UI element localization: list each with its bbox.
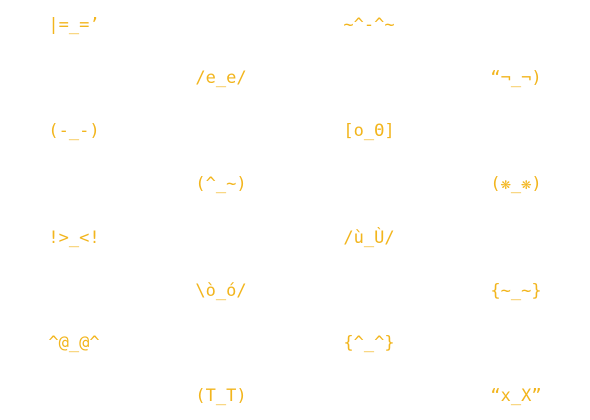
emoticon-face: (❋_❋) [490,174,542,194]
emoticon-face: {~_~} [490,281,542,301]
emoticon-face: |=_=’ [48,15,100,35]
emoticon-face: /ù_Ù/ [343,228,395,248]
emoticon-face: ~^-^~ [343,15,395,35]
emoticon-face: “x_X” [490,386,542,406]
emoticon-face: (^_~) [195,174,247,194]
emoticon-face: !>_<! [48,228,100,248]
emoticon-face: {^_^} [343,333,395,353]
emoticon-face: \ò_ó/ [195,281,247,301]
emoticon-face: /e_e/ [195,68,247,88]
emoticon-face: ^@_@^ [48,333,100,353]
emoticon-face: (-_-) [48,121,100,141]
emoticon-face: “¬_¬) [490,68,542,88]
emoticon-face: [o_Θ] [343,121,395,141]
emoticon-face: (T_T) [195,386,247,406]
